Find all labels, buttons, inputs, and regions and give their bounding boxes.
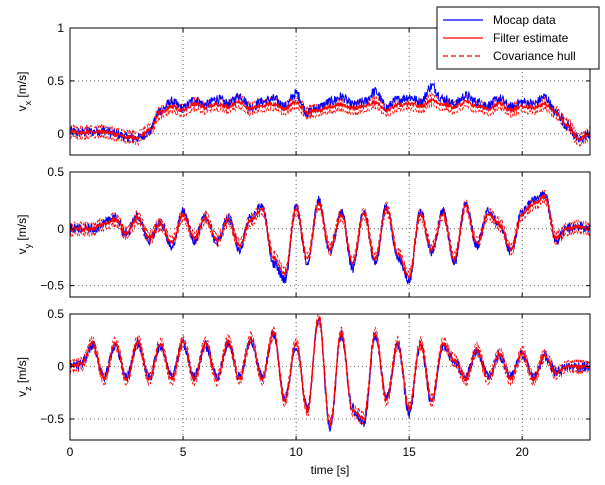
legend-label-1: Filter estimate bbox=[493, 31, 569, 45]
x-tick-label: 10 bbox=[289, 445, 303, 459]
axes-frame bbox=[69, 313, 591, 441]
y-tick-label: −0.5 bbox=[40, 279, 64, 293]
y-axis-label-main: v bbox=[15, 248, 29, 254]
y-axis-label-unit: [m/s] bbox=[15, 215, 29, 241]
y-tick-label: 0.5 bbox=[47, 165, 64, 179]
y-tick-label: 1 bbox=[57, 21, 64, 35]
panel-vz: −0.5 0 0.5 0 5 10 15 20 vz [m/s] time [s] bbox=[15, 307, 591, 477]
series-filter-estimate bbox=[69, 315, 591, 429]
y-axis-label-unit: [m/s] bbox=[15, 72, 29, 98]
y-axis-label-subscript: z bbox=[23, 386, 33, 391]
y-axis-label-main: v bbox=[15, 105, 29, 111]
x-tick-label: 5 bbox=[180, 445, 187, 459]
x-axis-label: time [s] bbox=[311, 463, 350, 477]
y-axis-label-unit: [m/s] bbox=[15, 357, 29, 383]
y-tick-label: 0.5 bbox=[47, 74, 64, 88]
legend-label-0: Mocap data bbox=[493, 13, 556, 27]
series-filter-estimate bbox=[69, 193, 591, 280]
x-tick-label: 20 bbox=[515, 445, 529, 459]
y-tick-label: 0.5 bbox=[47, 307, 64, 321]
panel-vy: −0.5 0 0.5 vy [m/s] bbox=[15, 165, 591, 298]
axes-frame bbox=[69, 27, 591, 156]
y-axis-label: vx [m/s] bbox=[15, 72, 33, 112]
y-axis-label: vz [m/s] bbox=[15, 357, 33, 397]
covariance-hull-lower bbox=[69, 102, 591, 147]
x-tick-label: 0 bbox=[67, 445, 74, 459]
x-tick-label: 15 bbox=[402, 445, 416, 459]
covariance-hull-upper bbox=[69, 313, 591, 423]
legend-label-2: Covariance hull bbox=[493, 49, 576, 63]
y-axis-label-main: v bbox=[15, 391, 29, 397]
y-axis-label-subscript: x bbox=[23, 100, 33, 105]
y-tick-label: 0 bbox=[57, 360, 64, 374]
covariance-hull-upper bbox=[69, 189, 591, 275]
y-axis-label-subscript: y bbox=[23, 243, 33, 248]
plot-area bbox=[70, 172, 590, 297]
legend: Mocap data Filter estimate Covariance hull bbox=[436, 6, 600, 70]
y-tick-label: 0 bbox=[57, 127, 64, 141]
y-axis-label: vy [m/s] bbox=[15, 215, 33, 255]
y-tick-label: −0.5 bbox=[40, 412, 64, 426]
series-filter-estimate bbox=[69, 96, 591, 143]
covariance-hull-lower bbox=[69, 199, 591, 285]
axes-frame bbox=[69, 171, 591, 298]
y-tick-label: 0 bbox=[57, 222, 64, 236]
